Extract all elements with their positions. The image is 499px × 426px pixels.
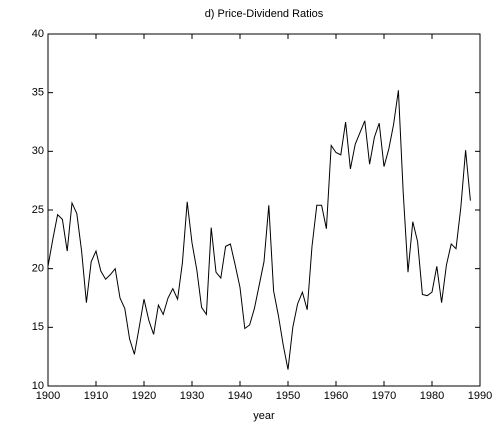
y-tick-label: 40: [32, 28, 44, 40]
x-tick-label: 1950: [276, 390, 300, 402]
y-tick-label: 15: [32, 321, 44, 333]
y-tick-label: 35: [32, 87, 44, 99]
y-tick-label: 10: [32, 380, 44, 392]
x-tick-label: 1970: [372, 390, 396, 402]
x-tick-label: 1980: [420, 390, 444, 402]
y-tick-label: 25: [32, 204, 44, 216]
x-tick-label: 1900: [36, 390, 60, 402]
x-axis-label: year: [253, 410, 275, 422]
x-tick-label: 1920: [132, 390, 156, 402]
chart-title: d) Price-Dividend Ratios: [205, 8, 324, 20]
x-tick-label: 1930: [180, 390, 204, 402]
y-tick-label: 30: [32, 145, 44, 157]
plot-frame: [47, 33, 481, 387]
x-tick-label: 1940: [228, 390, 252, 402]
data-line: [47, 90, 471, 370]
y-tick-label: 20: [32, 263, 44, 275]
x-tick-label: 1960: [324, 390, 348, 402]
x-tick-label: 1990: [468, 390, 492, 402]
x-tick-label: 1910: [84, 390, 108, 402]
